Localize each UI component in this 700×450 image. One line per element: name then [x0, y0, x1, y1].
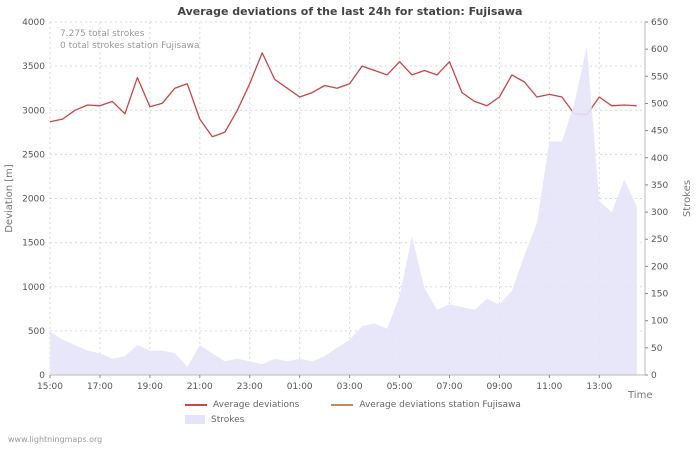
svg-text:400: 400: [651, 154, 668, 164]
axes: [49, 21, 648, 378]
svg-text:0: 0: [651, 371, 657, 381]
svg-text:2000: 2000: [22, 195, 45, 205]
svg-text:250: 250: [651, 235, 668, 245]
svg-text:550: 550: [651, 72, 668, 82]
legend-label-station-deviations: Average deviations station Fujisawa: [359, 399, 521, 410]
svg-text:50: 50: [651, 344, 663, 354]
svg-text:23:00: 23:00: [237, 382, 263, 392]
svg-text:100: 100: [651, 317, 668, 327]
annotation-total-strokes: 7.275 total strokes: [60, 29, 145, 39]
svg-text:200: 200: [651, 262, 668, 272]
svg-text:15:00: 15:00: [37, 382, 63, 392]
deviation-line: [49, 52, 637, 138]
y-axis-label-left: Deviation [m]: [4, 164, 15, 233]
legend-swatch-strokes: [185, 415, 205, 424]
svg-text:1000: 1000: [22, 283, 45, 293]
y-axis-label-right: Strokes: [682, 180, 693, 217]
svg-text:05:00: 05:00: [387, 382, 413, 392]
legend-row-2: Strokes: [185, 412, 553, 427]
legend-label-strokes: Strokes: [211, 414, 245, 425]
legend-row-1: Average deviations Average deviations st…: [185, 397, 553, 412]
tick-labels: 0 500 1000 1500 2000 2500 3000 3500 4000 0 50 100 15…: [22, 18, 668, 392]
annotation-station-strokes: 0 total strokes station Fujisawa: [60, 41, 200, 51]
svg-text:500: 500: [651, 99, 668, 109]
svg-text:600: 600: [651, 45, 668, 55]
svg-text:07:00: 07:00: [437, 382, 463, 392]
svg-text:03:00: 03:00: [337, 382, 363, 392]
svg-text:21:00: 21:00: [187, 382, 213, 392]
watermark: www.lightningmaps.org: [8, 435, 103, 444]
svg-text:650: 650: [651, 18, 668, 28]
legend-item-average-deviations: Average deviations: [185, 400, 299, 410]
svg-text:4000: 4000: [22, 18, 45, 28]
svg-text:19:00: 19:00: [137, 382, 163, 392]
svg-text:11:00: 11:00: [536, 382, 562, 392]
x-axis-label: Time: [628, 390, 653, 401]
legend-swatch-average-deviations: [185, 403, 207, 406]
svg-text:17:00: 17:00: [87, 382, 113, 392]
legend-item-station-deviations: Average deviations station Fujisawa: [331, 400, 521, 410]
series-plots: [49, 46, 637, 376]
svg-text:500: 500: [28, 327, 45, 337]
legend-swatch-station-deviations: [331, 403, 354, 406]
svg-text:150: 150: [651, 290, 668, 300]
svg-text:01:00: 01:00: [287, 382, 313, 392]
svg-text:300: 300: [651, 208, 668, 218]
legend-label-average-deviations: Average deviations: [213, 399, 300, 410]
svg-text:0: 0: [39, 371, 45, 381]
svg-text:450: 450: [651, 127, 668, 137]
legend: Average deviations Average deviations st…: [185, 397, 553, 427]
svg-text:1500: 1500: [22, 239, 45, 249]
chart-title: Average deviations of the last 24h for s…: [177, 5, 523, 18]
svg-text:350: 350: [651, 181, 668, 191]
svg-text:3000: 3000: [22, 106, 45, 116]
svg-text:09:00: 09:00: [486, 382, 512, 392]
strokes-area: [50, 46, 637, 376]
svg-text:3500: 3500: [22, 62, 45, 72]
svg-text:13:00: 13:00: [586, 382, 612, 392]
legend-item-strokes: Strokes: [185, 415, 244, 425]
svg-text:2500: 2500: [22, 150, 45, 160]
